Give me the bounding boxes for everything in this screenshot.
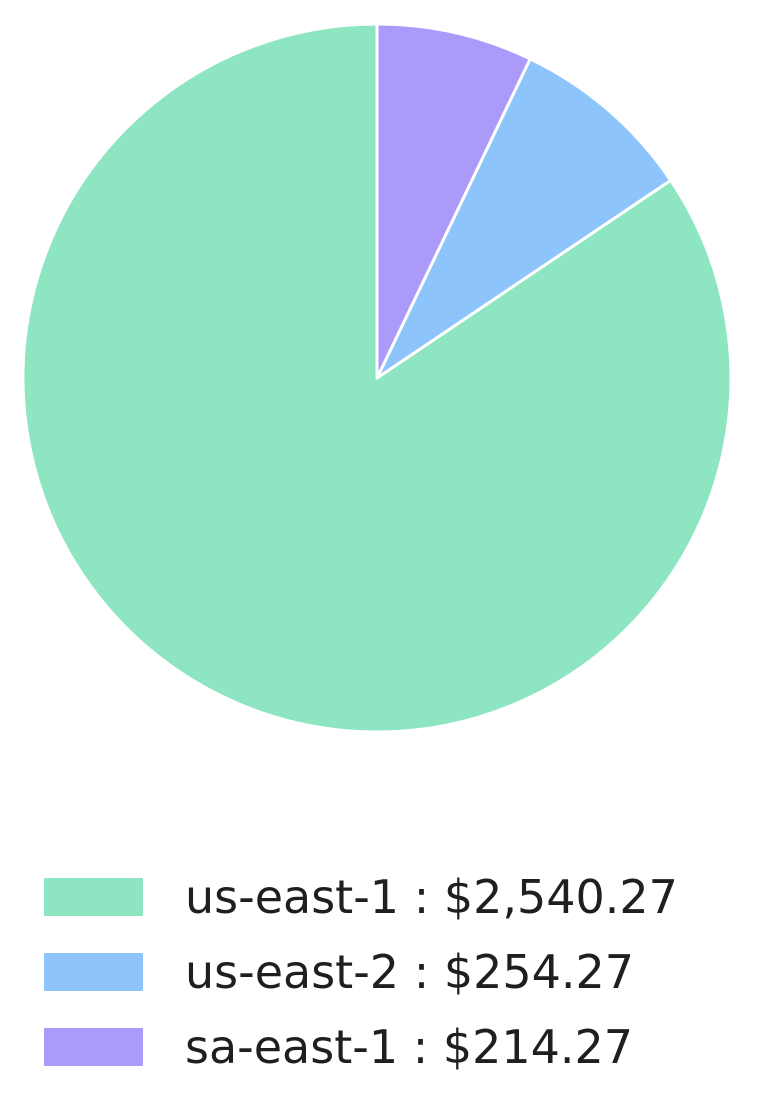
legend-item-us-east-1: us-east-1 : $2,540.27 [44, 874, 678, 920]
pie-chart [21, 22, 733, 734]
legend-label-us-east-1: us-east-1 : $2,540.27 [185, 870, 678, 924]
legend: us-east-1 : $2,540.27 us-east-2 : $254.2… [44, 874, 678, 1103]
legend-swatch-sa-east-1 [44, 1028, 143, 1066]
pie-slice-us-east-2 [375, 57, 673, 380]
legend-item-us-east-2: us-east-2 : $254.27 [44, 949, 678, 995]
legend-swatch-us-east-2 [44, 953, 143, 991]
pie-slice-sa-east-1 [375, 22, 532, 380]
legend-item-sa-east-1: sa-east-1 : $214.27 [44, 1024, 678, 1070]
legend-swatch-us-east-1 [44, 878, 143, 916]
pie-chart-area [21, 22, 733, 734]
legend-label-sa-east-1: sa-east-1 : $214.27 [185, 1020, 634, 1074]
legend-label-us-east-2: us-east-2 : $254.27 [185, 945, 635, 999]
